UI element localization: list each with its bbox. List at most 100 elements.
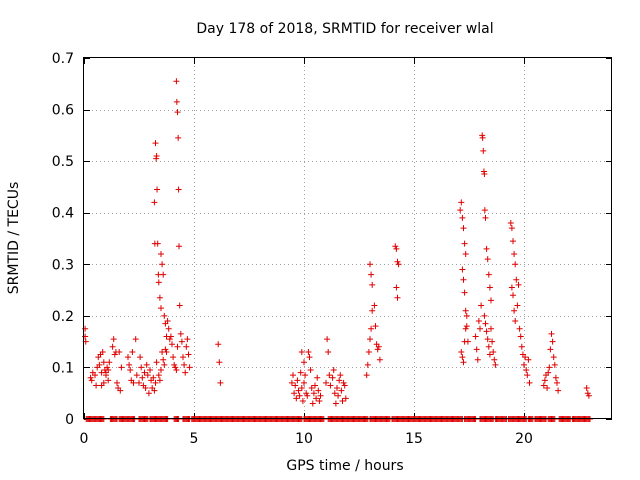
x-tick-label: 10 xyxy=(295,431,313,447)
data-point xyxy=(309,400,316,407)
data-point xyxy=(295,387,302,394)
data-point xyxy=(145,390,152,397)
y-tick-label: 0.3 xyxy=(52,257,74,273)
data-point xyxy=(486,284,493,291)
data-point xyxy=(336,377,343,384)
data-point xyxy=(105,367,112,374)
data-point xyxy=(474,356,481,363)
data-point xyxy=(339,397,346,404)
data-point xyxy=(549,338,556,345)
data-point xyxy=(306,354,313,361)
data-point xyxy=(155,372,162,379)
data-point xyxy=(174,343,181,350)
data-point xyxy=(392,243,399,250)
data-point xyxy=(376,356,383,363)
data-point xyxy=(332,400,339,407)
data-point xyxy=(492,361,499,368)
data-point xyxy=(507,220,514,227)
data-point xyxy=(293,395,300,402)
data-point xyxy=(298,385,305,392)
data-point xyxy=(486,351,493,358)
data-point xyxy=(302,372,309,379)
plot-frame xyxy=(83,57,612,419)
data-point xyxy=(125,354,131,361)
data-point xyxy=(87,374,94,381)
data-point xyxy=(482,320,489,327)
y-tick-label: 0 xyxy=(65,412,74,428)
data-point xyxy=(483,245,490,252)
data-point xyxy=(363,372,370,379)
data-point xyxy=(459,354,466,361)
data-point xyxy=(176,243,183,250)
data-point xyxy=(310,390,317,397)
data-point xyxy=(479,134,486,141)
data-point xyxy=(304,392,311,399)
data-point xyxy=(375,343,382,350)
data-point xyxy=(490,348,497,355)
data-point xyxy=(483,328,490,335)
data-point xyxy=(312,382,318,389)
data-point xyxy=(172,364,179,371)
data-point xyxy=(463,312,470,319)
data-point xyxy=(393,245,400,252)
data-point xyxy=(541,377,548,384)
data-point xyxy=(460,225,467,232)
data-point xyxy=(291,390,298,397)
data-point xyxy=(459,266,466,273)
data-point xyxy=(369,307,376,314)
data-point xyxy=(514,302,521,309)
data-point xyxy=(342,395,349,402)
y-tick-label: 0.6 xyxy=(52,103,74,119)
data-point xyxy=(159,261,166,268)
data-point xyxy=(521,361,527,368)
y-tick-label: 0.1 xyxy=(52,360,74,376)
data-point xyxy=(314,374,321,381)
data-point xyxy=(547,346,554,353)
data-point xyxy=(463,323,470,330)
data-point xyxy=(524,372,531,379)
data-point xyxy=(175,186,182,193)
data-point xyxy=(393,284,400,291)
data-point xyxy=(334,385,340,392)
data-point xyxy=(368,325,375,332)
data-point xyxy=(111,351,118,358)
data-point xyxy=(173,367,180,374)
data-point xyxy=(129,348,136,355)
data-point xyxy=(458,348,465,355)
data-point xyxy=(185,351,192,358)
data-point xyxy=(184,336,191,343)
data-point xyxy=(173,98,180,105)
data-point xyxy=(143,361,150,368)
data-point xyxy=(114,379,120,386)
data-point xyxy=(151,199,158,206)
data-point xyxy=(510,292,516,299)
data-point xyxy=(327,382,334,389)
data-point xyxy=(554,379,560,386)
data-point xyxy=(154,186,161,193)
data-point xyxy=(153,152,160,159)
data-point xyxy=(165,325,172,332)
data-point xyxy=(186,364,193,371)
y-tick-label: 0.5 xyxy=(52,154,74,170)
data-point xyxy=(298,348,305,355)
data-point xyxy=(488,325,494,332)
data-point xyxy=(181,361,188,368)
data-point xyxy=(374,346,381,353)
data-point xyxy=(546,364,553,371)
data-point xyxy=(460,359,467,366)
data-point xyxy=(156,294,163,301)
data-point xyxy=(93,382,100,389)
data-point xyxy=(110,336,117,343)
data-point xyxy=(173,78,180,85)
data-point xyxy=(216,359,223,366)
data-point xyxy=(585,392,592,399)
data-point xyxy=(176,302,183,309)
data-point xyxy=(96,361,103,368)
data-point xyxy=(511,307,518,314)
data-point xyxy=(555,387,562,394)
data-point xyxy=(457,207,464,214)
data-point xyxy=(331,390,338,397)
data-point xyxy=(365,348,372,355)
data-point xyxy=(508,225,515,232)
data-point xyxy=(155,279,162,286)
